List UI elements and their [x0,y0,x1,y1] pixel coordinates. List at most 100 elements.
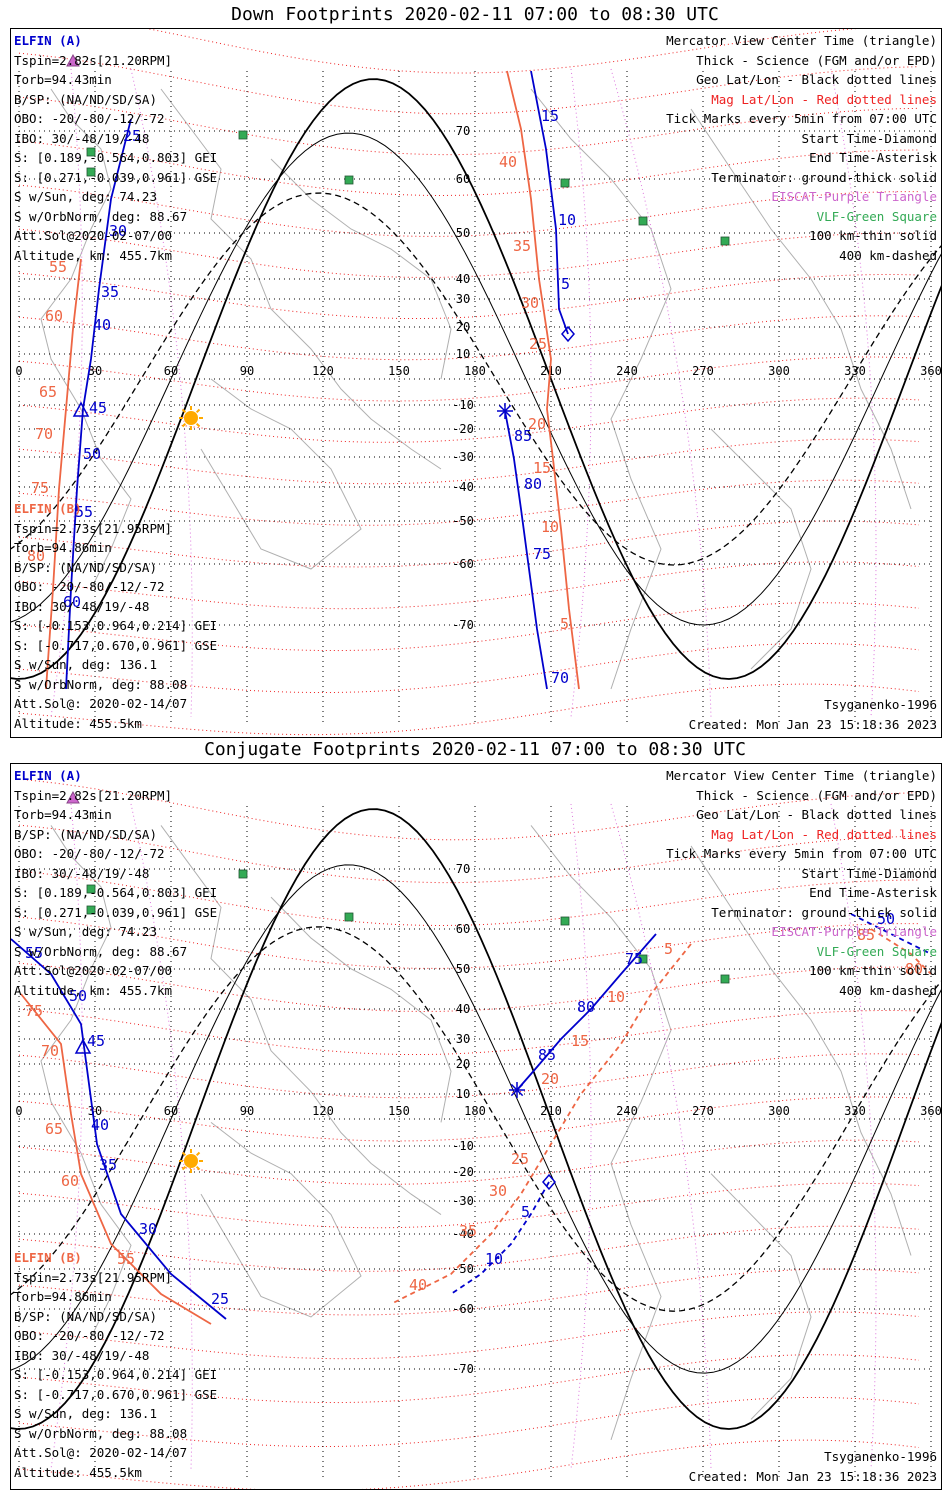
elfin-b-track-right-tick-label: 80 [905,960,923,978]
elfin-b-track-right-tick-label: 15 [571,1032,589,1050]
lat-label: 30 [456,292,470,306]
elfin-a-track-right-tick-label: 10 [485,1250,503,1268]
info-line: S: [0.189,-0.564,0.803] GEI [14,150,218,165]
map-canvas-down: 0 30 60 90 120 150 180 210 240 270 300 330 360 70 60 50… [11,29,941,736]
end-time-asterisk [510,1083,524,1097]
elfin-b-track-right-tick-label: 15 [533,459,551,477]
vlf-square [86,905,96,915]
coastline [40,88,132,590]
info-line: OBO: -20/-80/-12/-72 [14,1328,165,1343]
terminator-100km [11,864,941,1374]
elfin-b-track-right-tick-label: 25 [529,335,547,353]
elfin-a-track-right [530,70,569,335]
coastline [200,378,362,570]
footer-down: Tsyganenko-1996 Created: Mon Jan 23 15:1… [689,695,937,734]
vlf-square [344,175,354,185]
elfin-a-header: ELFIN (A) [14,33,82,48]
lat-label: 20 [456,320,470,334]
created-label: Created: Mon Jan 23 15:18:36 2023 [688,1468,937,1484]
end-time-asterisk [498,404,512,418]
elfin-b-info-conjugate: ELFIN (B) Tspin=2.73s[21.95RPM] Torb=94.… [14,1248,217,1482]
elfin-a-header: ELFIN (A) [14,768,82,783]
info-line: S w/Sun, deg: 136.1 [14,657,157,672]
legend-item: VLF-Green Square [816,943,937,959]
mag-lon-line [570,803,592,1470]
panel-title-conjugate: Conjugate Footprints 2020-02-11 07:00 to… [204,739,746,760]
sun-ray [195,1151,201,1157]
info-line: OBO: -20/-80/-12/-72 [14,579,165,594]
elfin-a-track-left-tick-label: 40 [93,316,111,334]
legend-item: Tick Marks every 5min from 07:00 UTC [666,846,937,861]
info-line: S: [0.271,-0.039,0.961] GSE [14,169,218,185]
legend-item: Start Time-Diamond [801,130,937,146]
sun-ray [181,408,187,414]
terminator-100km [11,132,941,626]
coastline [200,1122,362,1318]
sun-ray [181,1151,187,1157]
info-line: S: [-0.153,0.964,0.214] GEI [14,618,218,633]
lon-label: 150 [388,1104,410,1118]
elfin-b-track-left-tick-label: 65 [45,1120,63,1138]
lon-label: 210 [540,1104,562,1118]
info-line: S: [-0.717,0.670,0.961] GSE [14,1386,218,1402]
info-line: Att.Sol@2020-02-07/00 [14,963,173,978]
legend-item: End Time-Asterisk [809,150,937,165]
info-line: OBO: -20/-80/-12/-72 [14,111,165,126]
info-line: Torb=94.43min [14,807,112,822]
coastline [530,825,672,1441]
mag-lon-line [830,803,877,1470]
created-label: Created: Mon Jan 23 15:18:36 2023 [688,716,937,732]
elfin-a-track-left-tick-label: 35 [101,283,119,301]
coastline [710,428,812,670]
lon-label: 270 [692,1104,714,1118]
footer-conjugate: Tsyganenko-1996 Created: Mon Jan 23 15:1… [689,1447,937,1486]
info-line: IBO: 30/-48/19/-48 [14,865,150,881]
mag-lat-line [18,870,920,927]
elfin-a-track-left-tick-label: 45 [87,1032,105,1050]
mag-lat-line [18,96,920,156]
panel-title-down: Down Footprints 2020-02-11 07:00 to 08:3… [231,4,719,25]
legend-item: 400 km-dashed [839,982,937,998]
legend-item: 100 km-thin solid [809,228,937,243]
lat-label: -40 [452,1227,474,1241]
info-line: S w/Sun, deg: 74.23 [14,924,157,939]
elfin-a-track-left-tick-label: 40 [91,1116,109,1134]
lon-label: 0 [15,1104,22,1118]
elfin-b-track-left-tick-label: 55 [49,258,67,276]
elfin-b-track-right-tick-label: 5 [664,940,673,958]
elfin-a-track-right-tick-label: 70 [551,669,569,687]
elfin-b-track-right [390,943,692,1305]
elfin-a-track-left-tick-label: 50 [83,445,101,463]
lat-label: 40 [456,1002,470,1016]
info-line: Att.Sol@: 2020-02-14/07 [14,1445,188,1460]
info-line: Torb=94.86min [14,540,112,555]
info-line: Torb=94.43min [14,72,112,87]
coastline [690,845,912,1256]
lat-label: 70 [456,862,470,876]
map-canvas-conjugate: 0 30 60 90 120 150 180 210 240 270 300 330 360706050… [11,778,941,1489]
info-line: S: [-0.717,0.670,0.961] GSE [14,637,218,653]
elfin-a-track-right [516,933,657,1091]
vlf-square [344,912,354,922]
elfin-a-track-right-tick-label: 85 [514,427,532,445]
info-line: Tspin=2.73s[21.95RPM] [14,520,173,536]
legend-item: Terminator: ground-thick solid [711,904,937,920]
lon-label: 300 [768,364,790,378]
mag-lat-line [18,438,920,485]
legend-item: 100 km-thin solid [809,963,937,978]
vlf-square [238,130,248,140]
sun-icon [184,1154,198,1168]
lat-label: -20 [452,422,474,436]
elfin-a-track-left-tick-label: 25 [211,1290,229,1308]
coastline [40,825,132,1338]
legend-item: VLF-Green Square [816,208,937,224]
lon-label: 150 [388,364,410,378]
elfin-a-track-right-tick-label: 85 [538,1046,556,1064]
lon-label: 330 [844,364,866,378]
sun-ray [195,422,201,428]
elfin-b-track-left-tick-label: 80 [27,547,45,565]
legend-item: Mag Lat/Lon - Red dotted lines [711,826,937,842]
lat-label: 60 [456,922,470,936]
sun-ray [195,1165,201,1171]
info-line: S w/Sun, deg: 74.23 [14,189,157,204]
